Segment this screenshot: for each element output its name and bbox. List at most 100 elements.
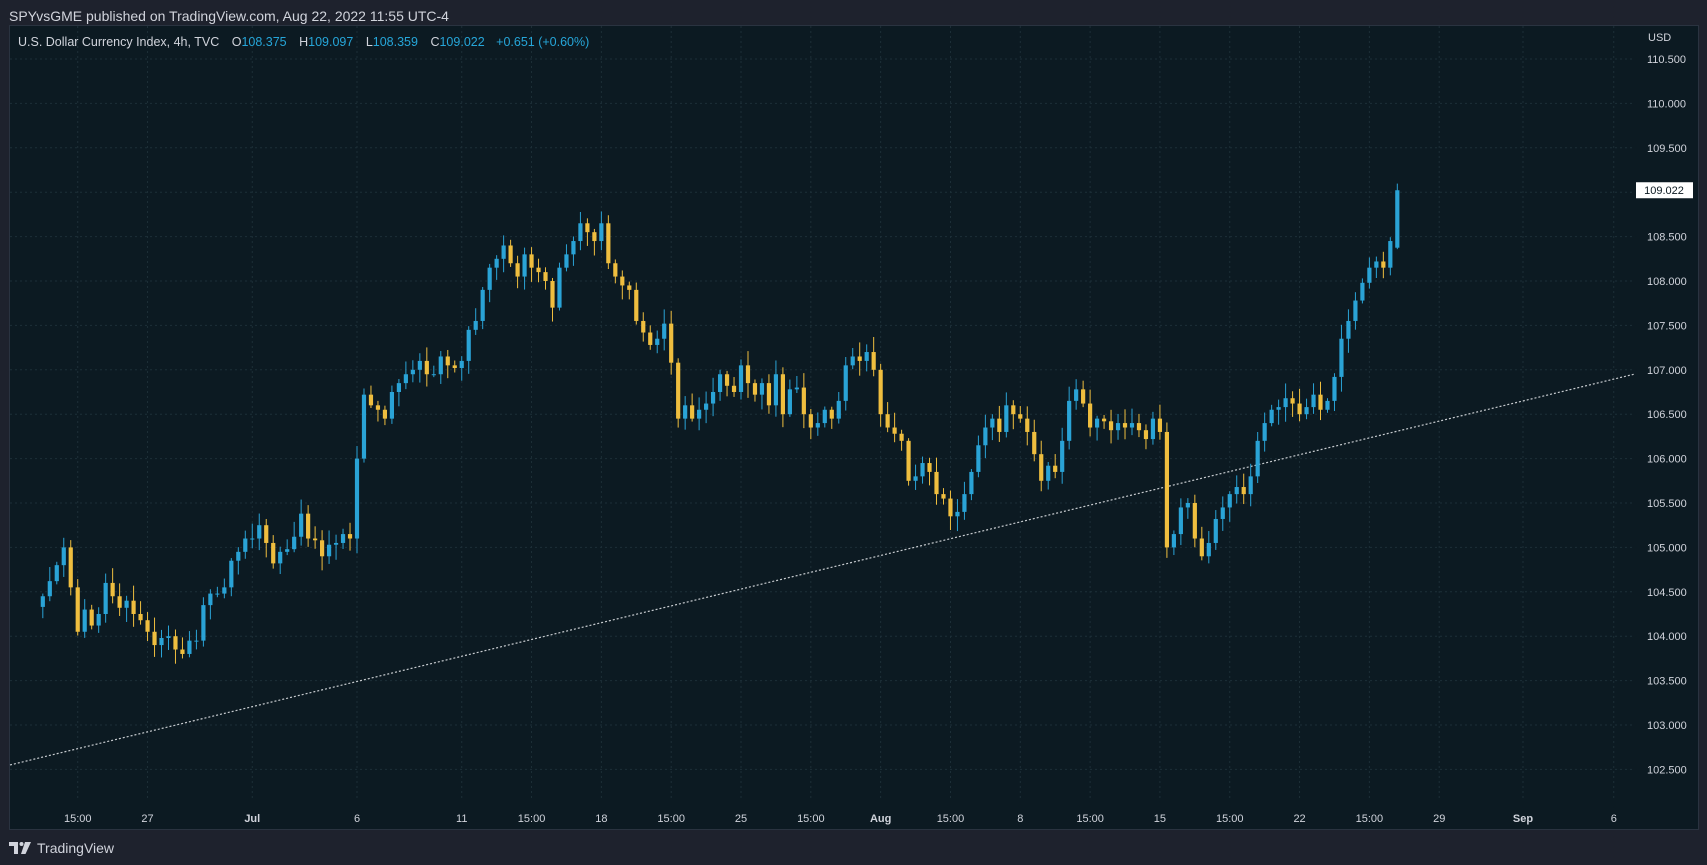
candle[interactable] [1039, 440, 1044, 492]
candle[interactable] [620, 270, 625, 300]
candle[interactable] [1108, 409, 1114, 444]
candle[interactable] [822, 406, 827, 428]
candle[interactable] [68, 540, 73, 596]
candle[interactable] [1276, 399, 1281, 425]
candle[interactable] [829, 406, 834, 429]
candle[interactable] [1011, 400, 1016, 430]
candle[interactable] [1192, 494, 1197, 548]
candle[interactable] [445, 349, 450, 379]
candle[interactable] [1129, 408, 1135, 436]
chart-pane[interactable] [9, 25, 1699, 830]
candle[interactable] [864, 344, 869, 372]
candle[interactable] [962, 481, 967, 520]
candle[interactable] [250, 523, 255, 549]
candle[interactable] [229, 558, 234, 597]
candle[interactable] [271, 535, 276, 569]
candle[interactable] [1339, 324, 1344, 392]
candle[interactable] [257, 513, 262, 551]
candle[interactable] [941, 488, 946, 505]
candle[interactable] [906, 438, 911, 486]
candle[interactable] [1374, 256, 1379, 279]
candle[interactable] [1283, 383, 1288, 422]
candle[interactable] [438, 351, 443, 384]
candle[interactable] [948, 490, 953, 531]
candle[interactable] [955, 499, 960, 532]
candle[interactable] [313, 526, 318, 549]
candle[interactable] [808, 408, 813, 440]
candle[interactable] [389, 385, 395, 424]
candle[interactable] [1220, 496, 1225, 531]
candle[interactable] [1115, 413, 1121, 440]
candle[interactable] [347, 522, 353, 551]
candle[interactable] [613, 259, 618, 284]
candle[interactable] [459, 356, 464, 381]
candle[interactable] [990, 414, 995, 441]
candle[interactable] [501, 235, 506, 273]
candle[interactable] [1255, 431, 1260, 484]
candle[interactable] [557, 262, 562, 311]
candle[interactable] [103, 573, 108, 623]
candle[interactable] [61, 537, 66, 577]
candle[interactable] [969, 469, 974, 501]
candle[interactable] [717, 369, 723, 401]
candle[interactable] [1248, 463, 1253, 507]
candle[interactable] [578, 212, 583, 251]
candle[interactable] [299, 499, 304, 546]
candle[interactable] [529, 247, 534, 282]
candle[interactable] [194, 629, 199, 650]
candle[interactable] [536, 258, 541, 283]
candle[interactable] [180, 637, 185, 659]
candle[interactable] [766, 374, 772, 414]
candle[interactable] [89, 604, 94, 630]
candle[interactable] [1367, 257, 1372, 289]
tradingview-logo[interactable]: TradingView [9, 838, 114, 858]
candle[interactable] [1332, 373, 1337, 412]
candle[interactable] [473, 308, 478, 335]
candle[interactable] [1094, 415, 1100, 441]
candle[interactable] [1060, 427, 1065, 484]
candle[interactable] [361, 388, 367, 463]
candle[interactable] [306, 505, 311, 547]
candle[interactable] [403, 361, 408, 390]
candle[interactable] [913, 464, 918, 490]
candle[interactable] [899, 429, 904, 451]
candle[interactable] [285, 539, 290, 556]
candle[interactable] [1381, 251, 1386, 279]
candle[interactable] [1185, 498, 1190, 519]
candle[interactable] [1234, 475, 1239, 504]
candle[interactable] [690, 393, 695, 422]
candle[interactable] [731, 377, 737, 397]
candle[interactable] [662, 309, 667, 351]
candle[interactable] [487, 263, 492, 303]
candle[interactable] [585, 218, 590, 246]
candle[interactable] [1262, 412, 1267, 452]
candle[interactable] [354, 446, 360, 554]
candle[interactable] [159, 629, 164, 658]
candle[interactable] [54, 561, 59, 585]
candle[interactable] [431, 365, 436, 378]
candle[interactable] [543, 267, 548, 290]
candle[interactable] [1290, 391, 1295, 417]
candle[interactable] [75, 579, 80, 636]
candle[interactable] [1025, 406, 1030, 446]
trendline[interactable] [9, 373, 1635, 766]
candle[interactable] [1353, 292, 1358, 330]
candle[interactable] [885, 402, 890, 433]
candle[interactable] [278, 546, 283, 575]
candle[interactable] [40, 593, 45, 619]
candle[interactable] [522, 247, 527, 290]
candle[interactable] [634, 282, 639, 325]
candle[interactable] [187, 631, 192, 658]
candle[interactable] [1297, 388, 1302, 422]
candle[interactable] [236, 547, 241, 575]
candle[interactable] [1199, 526, 1204, 561]
candle[interactable] [564, 244, 569, 272]
candle[interactable] [738, 359, 744, 400]
candle[interactable] [780, 367, 785, 428]
candle[interactable] [1046, 462, 1051, 490]
candle[interactable] [1395, 183, 1400, 250]
candle[interactable] [1074, 379, 1079, 410]
candle[interactable] [292, 521, 297, 553]
candle[interactable] [410, 360, 415, 383]
candle[interactable] [801, 373, 806, 429]
